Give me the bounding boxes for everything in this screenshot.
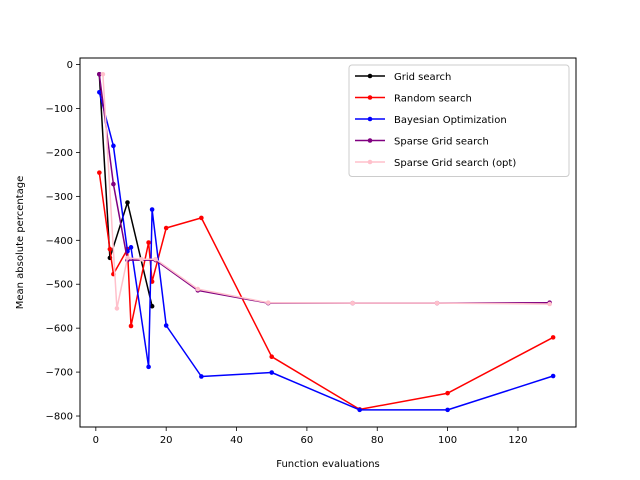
series-line — [98, 172, 554, 411]
data-point — [357, 407, 362, 413]
data-point — [199, 215, 204, 221]
y-tick-label: −200 — [46, 148, 73, 159]
data-point — [128, 245, 134, 250]
x-tick-label: 0 — [93, 435, 99, 446]
data-point — [107, 246, 113, 252]
legend-item: Sparse Grid search — [355, 137, 489, 148]
plot-frame — [79, 57, 577, 428]
y-tick-label: −800 — [46, 412, 73, 423]
data-point — [149, 207, 155, 212]
legend-box — [348, 64, 570, 177]
data-point — [445, 407, 450, 413]
y-tick-label: −100 — [46, 104, 73, 115]
data-point — [125, 255, 130, 261]
y-tick-label: −600 — [46, 324, 73, 335]
data-point — [100, 71, 106, 77]
legend-marker — [367, 95, 373, 100]
y-axis-label: Mean absolute percentage — [15, 176, 26, 310]
y-tick-label: 0 — [67, 60, 73, 71]
data-point — [128, 323, 134, 329]
legend-marker — [367, 138, 373, 143]
series-line — [98, 92, 554, 411]
series-4 — [100, 71, 552, 311]
data-point — [146, 240, 151, 245]
series-2 — [97, 89, 556, 413]
data-point — [97, 71, 102, 77]
x-tick-label: 80 — [371, 435, 384, 446]
data-point — [153, 256, 158, 262]
data-point — [265, 300, 271, 305]
series-line — [98, 74, 153, 307]
legend-item: Bayesian Optimization — [355, 115, 507, 126]
legend-label: Sparse Grid search (opt) — [394, 158, 516, 169]
data-point — [114, 306, 120, 311]
data-point — [139, 256, 144, 262]
data-point — [550, 373, 556, 379]
x-axis-label: Function evaluations — [276, 459, 380, 470]
x-tick-label: 20 — [160, 435, 173, 446]
data-point — [163, 225, 169, 231]
data-point — [146, 364, 151, 370]
y-tick-label: −500 — [46, 280, 73, 291]
plot-content — [97, 71, 556, 413]
legend-marker — [367, 159, 373, 165]
series-line — [102, 74, 550, 310]
data-point — [195, 286, 201, 292]
x-tick-label: 120 — [508, 435, 527, 446]
y-tick-label: −700 — [46, 368, 73, 379]
legend: Grid search Random search Bayesian Optimiz… — [348, 64, 570, 177]
legend-label: Random search — [394, 94, 472, 105]
y-axis-ticks: 0 −100 −200 −300 −400 −500 −600 −700 −800 — [46, 60, 80, 423]
data-point — [350, 300, 355, 306]
x-tick-label: 60 — [301, 435, 314, 446]
legend-marker — [367, 116, 373, 122]
data-point — [269, 354, 275, 360]
data-point — [199, 374, 204, 379]
data-point — [547, 301, 552, 307]
data-point — [550, 335, 556, 340]
legend-item: Grid search — [355, 72, 451, 83]
series-0 — [97, 71, 155, 309]
x-tick-label: 100 — [438, 435, 457, 446]
series-1 — [97, 170, 556, 412]
legend-item: Random search — [355, 94, 472, 105]
legend-marker — [367, 73, 373, 79]
legend-label: Bayesian Optimization — [394, 115, 507, 126]
data-point — [97, 89, 102, 95]
legend-label: Grid search — [394, 72, 451, 83]
data-point — [445, 390, 450, 396]
legend-item: Sparse Grid search (opt) — [355, 158, 516, 169]
y-tick-label: −400 — [46, 236, 73, 247]
data-point — [149, 303, 155, 309]
data-point — [125, 200, 130, 205]
data-point — [269, 370, 275, 375]
x-tick-label: 40 — [230, 435, 243, 446]
data-point — [97, 170, 102, 175]
legend-label: Sparse Grid search — [394, 137, 489, 148]
data-point — [111, 181, 116, 187]
y-tick-label: −300 — [46, 192, 73, 203]
data-point — [163, 323, 169, 328]
x-axis-ticks: 0 20 40 60 80 100 120 — [93, 427, 528, 446]
data-point — [434, 300, 440, 306]
data-point — [111, 143, 116, 149]
